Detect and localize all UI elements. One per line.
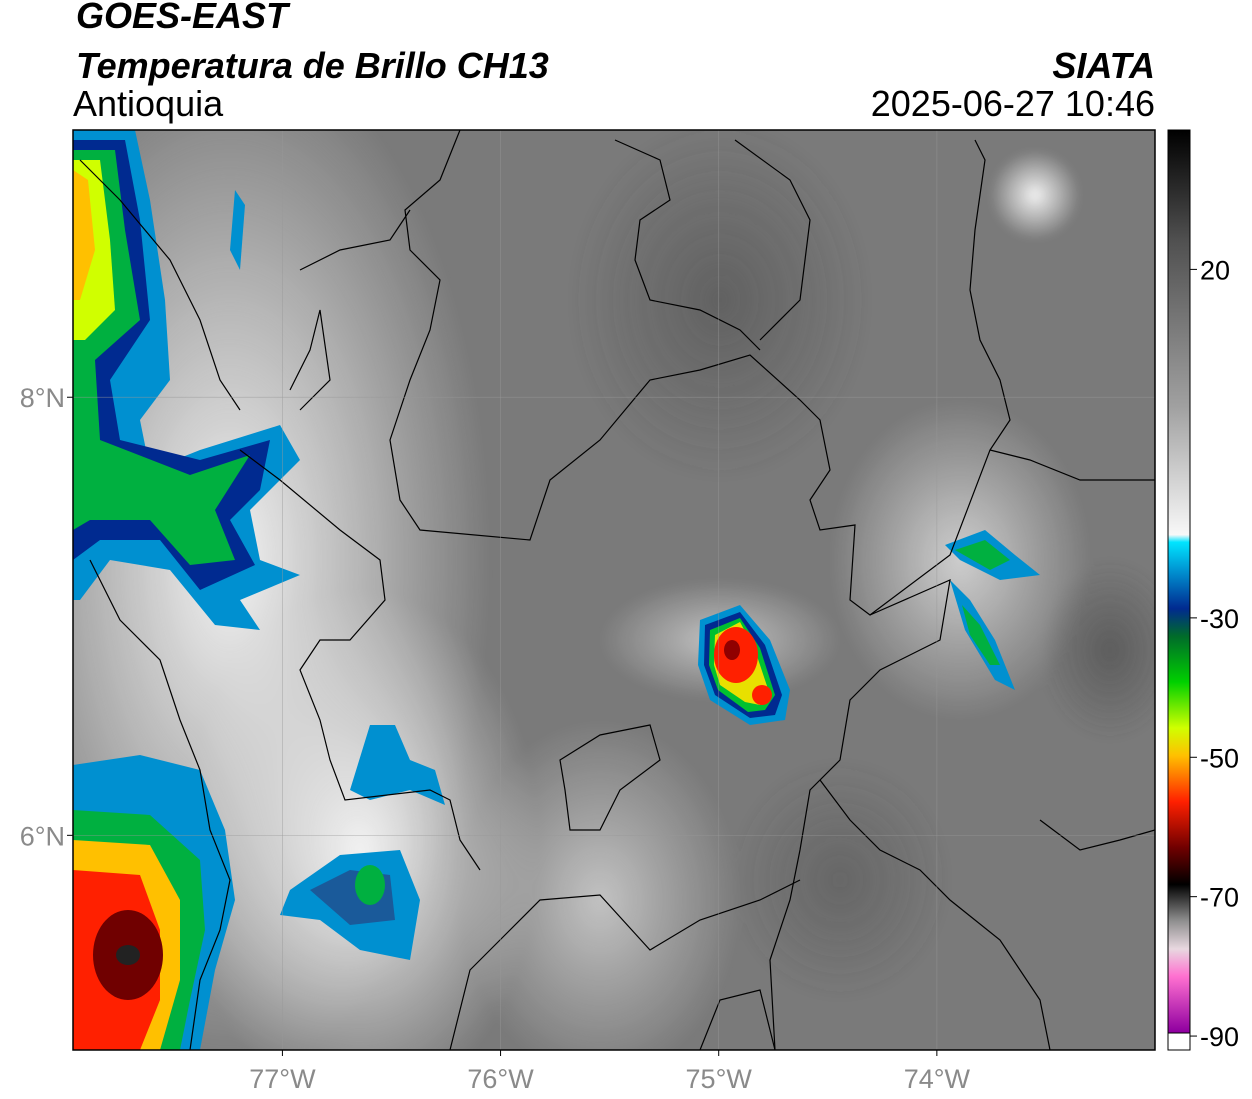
datetime: 2025-06-27 10:46 — [871, 83, 1155, 124]
x-tick-label: 74°W — [904, 1064, 971, 1094]
colorbar-tick-label: 20 — [1200, 255, 1230, 285]
grid — [73, 130, 1155, 1050]
colorbar-tick-label: -30 — [1200, 604, 1239, 634]
borders — [79, 130, 1155, 1050]
source: SIATA — [1052, 45, 1155, 86]
x-tick-label: 77°W — [249, 1064, 316, 1094]
colorbar-tick-label: -90 — [1200, 1022, 1239, 1052]
colorbar — [1167, 129, 1191, 1051]
x-tick-label: 75°W — [686, 1064, 753, 1094]
map-frame — [72, 129, 1156, 1051]
colorbar-tick-label: -50 — [1200, 743, 1239, 773]
region: Antioquia — [73, 83, 224, 124]
satellite-image — [73, 130, 1155, 1050]
subtitle: Temperatura de Brillo CH13 — [76, 45, 549, 86]
colorbar-tick-label: -70 — [1200, 883, 1239, 913]
colorbar-under — [1167, 1032, 1191, 1051]
convection — [73, 130, 1040, 1050]
x-tick-label: 76°W — [467, 1064, 534, 1094]
title: GOES-EAST — [76, 0, 291, 36]
y-tick-label: 8°N — [20, 383, 65, 413]
y-tick-label: 6°N — [20, 821, 65, 851]
